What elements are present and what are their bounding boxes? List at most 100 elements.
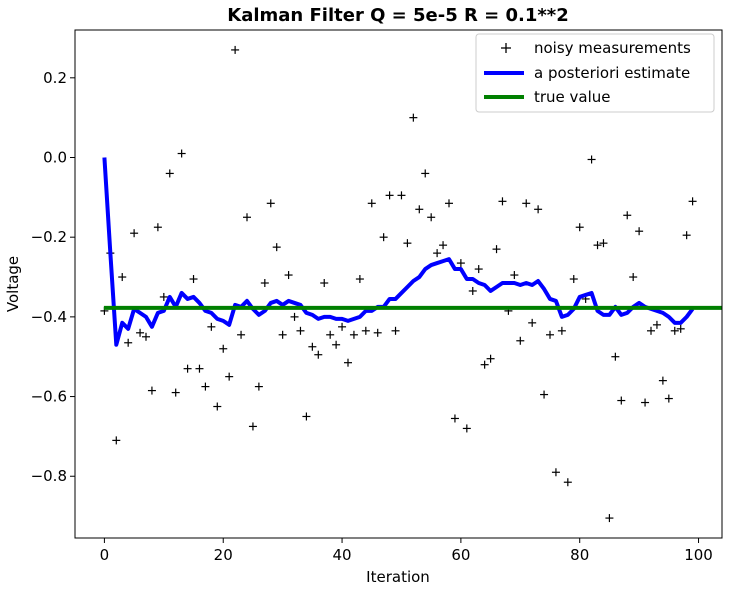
x-tick-label: 60 xyxy=(451,546,470,564)
measurement-point xyxy=(498,197,507,206)
legend-marker-measurements xyxy=(501,43,511,53)
measurement-point xyxy=(153,223,162,232)
y-tick-label: −0.6 xyxy=(31,388,67,406)
measurement-point xyxy=(421,169,430,178)
measurement-point xyxy=(445,199,454,208)
chart-title: Kalman Filter Q = 5e-5 R = 0.1**2 xyxy=(227,5,568,26)
measurement-point xyxy=(302,412,311,421)
measurement-point xyxy=(385,191,394,200)
measurement-point xyxy=(177,149,186,158)
measurement-point xyxy=(367,199,376,208)
measurement-point xyxy=(439,241,448,250)
measurement-point xyxy=(605,514,614,523)
measurement-point xyxy=(534,205,543,214)
measurement-point xyxy=(379,233,388,242)
measurement-point xyxy=(147,386,156,395)
measurement-point xyxy=(474,265,483,274)
measurement-point xyxy=(670,326,679,335)
y-tick-label: 0.2 xyxy=(43,69,67,87)
measurement-point xyxy=(248,422,257,431)
measurement-point xyxy=(165,169,174,178)
measurement-point xyxy=(338,322,347,331)
measurement-point xyxy=(237,330,246,339)
measurement-point xyxy=(456,259,465,268)
measurement-point xyxy=(349,330,358,339)
x-axis-label: Iteration xyxy=(366,568,430,586)
plot-frame xyxy=(74,29,723,539)
y-tick-label: −0.4 xyxy=(31,308,67,326)
measurement-point xyxy=(314,350,323,359)
y-tick-label: −0.8 xyxy=(31,467,67,485)
measurement-point xyxy=(343,358,352,367)
measurement-point xyxy=(141,332,150,341)
measurement-point xyxy=(551,468,560,477)
measurement-point xyxy=(242,213,251,222)
x-tick-label: 20 xyxy=(214,546,233,564)
measurement-point xyxy=(480,360,489,369)
measurement-point xyxy=(611,352,620,361)
measurement-point xyxy=(118,273,127,282)
y-tick-label: −0.2 xyxy=(31,228,67,246)
measurement-point xyxy=(207,322,216,331)
y-axis-label: Voltage xyxy=(4,256,22,312)
measurement-point xyxy=(397,191,406,200)
measurement-point xyxy=(231,45,240,54)
measurement-point xyxy=(130,229,139,238)
legend: noisy measurements a posteriori estimate… xyxy=(475,33,715,113)
measurement-point xyxy=(159,292,168,301)
measurement-point xyxy=(635,227,644,236)
measurement-point xyxy=(641,398,650,407)
measurement-point xyxy=(664,394,673,403)
measurement-point xyxy=(290,312,299,321)
measurement-point xyxy=(593,241,602,250)
measurement-point xyxy=(320,279,329,288)
legend-label-estimate: a posteriori estimate xyxy=(534,64,690,82)
measurement-point xyxy=(462,424,471,433)
measurement-point xyxy=(183,364,192,373)
measurement-point xyxy=(124,338,133,347)
measurement-point xyxy=(326,330,335,339)
measurement-point xyxy=(136,328,145,337)
measurement-point xyxy=(652,320,661,329)
measurement-point xyxy=(688,197,697,206)
measurement-point xyxy=(516,336,525,345)
measurement-point xyxy=(557,326,566,335)
x-tick-label: 0 xyxy=(100,546,110,564)
plot-area: 0 20 40 60 80 100 0.2 0.0 −0.2 −0.4 −0.6 −0.8 xyxy=(31,29,723,564)
measurement-point xyxy=(355,275,364,284)
measurement-point xyxy=(296,326,305,335)
measurement-point xyxy=(433,249,442,258)
measurement-point xyxy=(391,326,400,335)
measurement-point xyxy=(486,354,495,363)
x-tick-label: 40 xyxy=(333,546,352,564)
measurement-point xyxy=(195,364,204,373)
legend-label-true-value: true value xyxy=(534,88,611,106)
measurement-point xyxy=(260,279,269,288)
measurement-point xyxy=(278,330,287,339)
measurement-point xyxy=(373,328,382,337)
measurement-point xyxy=(308,342,317,351)
measurement-point xyxy=(427,213,436,222)
measurement-point xyxy=(415,205,424,214)
measurement-point xyxy=(361,326,370,335)
measurement-point xyxy=(522,199,531,208)
measurement-point xyxy=(540,390,549,399)
measurement-point xyxy=(563,478,572,487)
measurement-point xyxy=(272,243,281,252)
measurement-point xyxy=(623,211,632,220)
measurement-point xyxy=(213,402,222,411)
measurement-point xyxy=(546,330,555,339)
measurement-point xyxy=(682,231,691,240)
measurement-point xyxy=(219,344,228,353)
legend-label-measurements: noisy measurements xyxy=(534,39,691,57)
measurement-point xyxy=(528,318,537,327)
measurement-point xyxy=(225,372,234,381)
measurement-point xyxy=(629,273,638,282)
measurement-point xyxy=(254,382,263,391)
x-tick-label: 100 xyxy=(684,546,713,564)
measurement-point xyxy=(409,113,418,122)
measurement-point xyxy=(112,436,121,445)
legend-box xyxy=(475,33,715,113)
measurement-point xyxy=(575,223,584,232)
measurement-point xyxy=(658,376,667,385)
